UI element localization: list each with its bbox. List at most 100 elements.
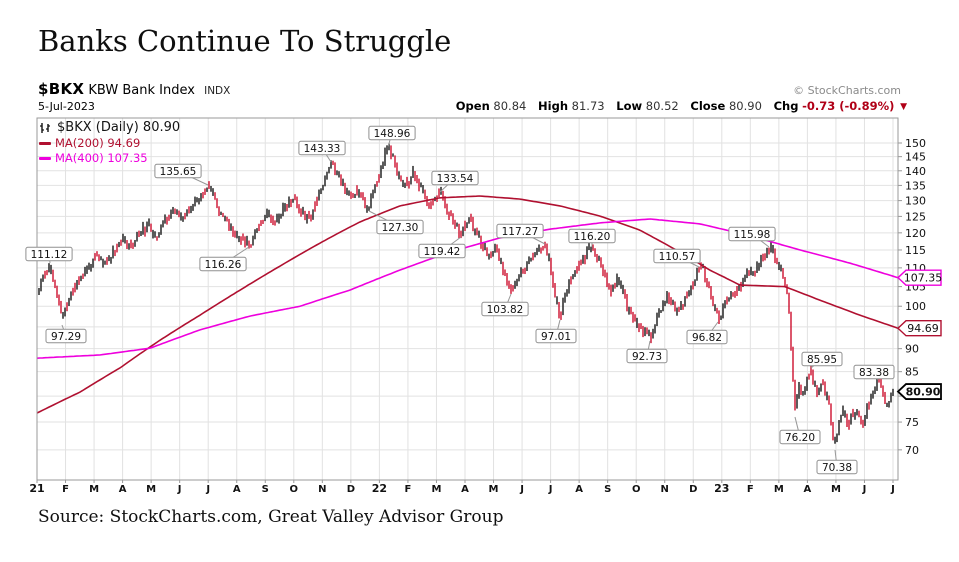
source-caption: Source: StockCharts.com, Great Valley Ad… — [38, 507, 504, 527]
svg-text:A: A — [461, 484, 469, 495]
price-annotation — [25, 246, 73, 262]
chart-date: 5-Jul-2023 — [38, 100, 95, 113]
svg-text:N: N — [318, 484, 326, 495]
svg-text:115.98: 115.98 — [734, 229, 771, 241]
price-annotation — [779, 429, 821, 445]
ma200-legend: MA(200) 94.69 — [39, 136, 180, 150]
ticker-exchange: INDX — [204, 85, 231, 97]
svg-text:85.95: 85.95 — [807, 354, 837, 366]
svg-text:M: M — [431, 484, 441, 495]
axis-price-tag — [896, 269, 942, 286]
svg-text:J: J — [890, 484, 895, 495]
svg-text:M: M — [89, 484, 99, 495]
ma400-legend: MA(400) 107.35 — [39, 151, 180, 165]
price-annotation — [199, 256, 247, 272]
svg-text:M: M — [774, 484, 784, 495]
price-annotation — [728, 226, 776, 242]
legend-symbol-row: $BKX (Daily) 80.90 — [39, 120, 180, 135]
svg-text:M: M — [146, 484, 156, 495]
svg-text:D: D — [689, 484, 697, 495]
svg-text:N: N — [661, 484, 669, 495]
price-annotation — [481, 301, 529, 317]
price-annotation — [154, 163, 202, 179]
svg-text:F: F — [405, 484, 412, 495]
svg-text:M: M — [831, 484, 841, 495]
svg-text:115: 115 — [905, 244, 926, 257]
price-annotation — [535, 328, 577, 344]
svg-text:135.65: 135.65 — [160, 166, 197, 178]
y-axis: 1501451401351301251201151101051009590858… — [898, 137, 926, 457]
plot-border — [36, 117, 899, 481]
close-label: Close — [690, 99, 726, 113]
svg-text:143.33: 143.33 — [304, 143, 341, 155]
svg-text:F: F — [747, 484, 754, 495]
svg-text:111.12: 111.12 — [31, 249, 68, 261]
svg-text:D: D — [347, 484, 355, 495]
chg-label: Chg — [773, 99, 799, 113]
svg-text:96.82: 96.82 — [692, 332, 722, 344]
svg-text:116.20: 116.20 — [574, 231, 611, 243]
legend-symbol-label: $BKX (Daily) 80.90 — [57, 120, 181, 135]
high-value: 81.73 — [571, 99, 605, 113]
copyright: © StockCharts.com — [793, 84, 901, 97]
chart-legend: $BKX (Daily) 80.90 MA(200) 94.69 MA(400)… — [39, 120, 180, 165]
svg-text:85: 85 — [905, 366, 919, 379]
svg-text:A: A — [804, 484, 812, 495]
svg-text:140: 140 — [905, 165, 926, 178]
svg-text:J: J — [862, 484, 867, 495]
svg-text:127.30: 127.30 — [382, 222, 419, 234]
svg-text:22: 22 — [372, 482, 387, 495]
svg-text:76.20: 76.20 — [785, 432, 815, 444]
svg-text:J: J — [177, 484, 182, 495]
price-annotation — [686, 329, 728, 345]
svg-text:83.38: 83.38 — [859, 367, 889, 379]
price-annotation — [853, 364, 895, 380]
svg-text:23: 23 — [714, 482, 729, 495]
svg-text:O: O — [632, 484, 641, 495]
svg-text:J: J — [519, 484, 524, 495]
svg-text:F: F — [62, 484, 69, 495]
x-axis: 21 F M A M J J A S O N D 22 F M A M J J A S O N D 23 F M A M J J — [29, 480, 895, 495]
price-annotations: 111.12 97.29 135.65 116.26 143.33 148.96 127.3… — [25, 125, 895, 475]
svg-text:100: 100 — [905, 300, 926, 313]
svg-text:116.26: 116.26 — [205, 259, 242, 271]
svg-text:133.54: 133.54 — [437, 173, 474, 185]
svg-text:S: S — [262, 484, 269, 495]
svg-text:120: 120 — [905, 227, 926, 240]
svg-text:97.29: 97.29 — [51, 331, 81, 343]
svg-text:148.96: 148.96 — [374, 128, 411, 140]
chg-value: -0.73 (-0.89%) — [802, 99, 895, 113]
low-label: Low — [616, 99, 643, 113]
svg-text:97.01: 97.01 — [541, 331, 571, 343]
price-annotation — [45, 328, 87, 344]
price-annotation — [431, 170, 479, 186]
svg-text:150: 150 — [905, 137, 926, 150]
svg-text:107.35: 107.35 — [904, 272, 943, 285]
svg-text:A: A — [233, 484, 241, 495]
close-value: 80.90 — [728, 99, 762, 113]
svg-text:119.42: 119.42 — [424, 246, 461, 258]
ma400-label: MA(400) 107.35 — [55, 151, 148, 165]
svg-text:J: J — [548, 484, 553, 495]
ma400-swatch — [39, 156, 51, 160]
ohlc-readout: Open 80.84 High 81.73 Low 80.52 Close 80… — [456, 99, 907, 113]
price-annotation — [418, 243, 466, 259]
svg-text:J: J — [205, 484, 210, 495]
price-annotation — [376, 219, 424, 235]
svg-text:A: A — [119, 484, 127, 495]
axis-price-tag — [896, 383, 942, 400]
svg-text:21: 21 — [29, 482, 44, 495]
svg-text:O: O — [290, 484, 299, 495]
svg-text:S: S — [604, 484, 611, 495]
open-value: 80.84 — [493, 99, 527, 113]
price-annotation — [653, 248, 701, 264]
svg-text:94.69: 94.69 — [907, 322, 939, 335]
open-label: Open — [455, 99, 490, 113]
svg-text:103.82: 103.82 — [487, 304, 524, 316]
chart-style-icon — [40, 122, 50, 133]
price-annotation — [298, 140, 346, 156]
svg-text:70.38: 70.38 — [822, 462, 852, 474]
chg-down-triangle-icon: ▼ — [900, 102, 907, 112]
